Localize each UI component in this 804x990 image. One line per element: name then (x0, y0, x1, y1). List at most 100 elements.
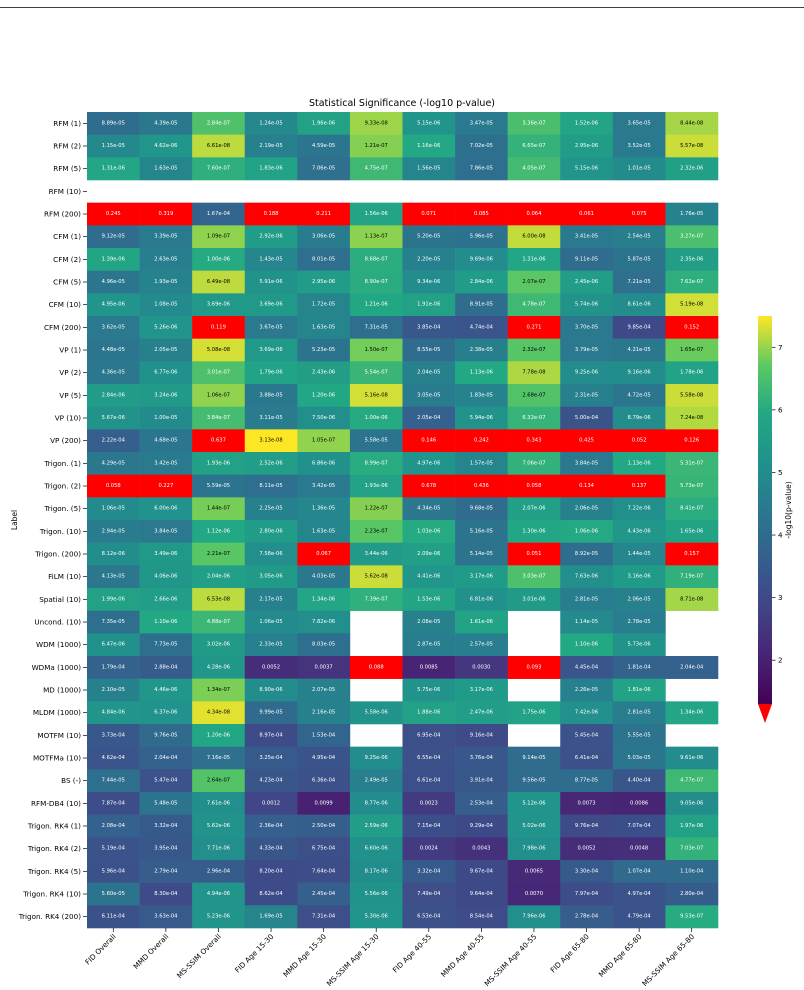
cell-value: 1.72e-05 (312, 302, 335, 308)
heatmap-cell (297, 202, 351, 226)
cell-value: 4.34e-05 (417, 506, 440, 512)
heatmap-cell (87, 202, 140, 226)
heatmap-cell (349, 406, 403, 430)
cell-value: 0.093 (527, 664, 542, 670)
cell-value: 2.94e-05 (102, 528, 125, 534)
heatmap-cell (87, 656, 140, 679)
cell-value: 6.00e-06 (154, 506, 177, 512)
heatmap-cell (297, 248, 351, 271)
heatmap-cell (297, 814, 351, 838)
heatmap-cell (612, 633, 666, 657)
heatmap-cell (455, 248, 508, 271)
cell-value: 4.97e-06 (417, 460, 440, 466)
heatmap-cell (612, 452, 666, 475)
heatmap-cell (665, 316, 719, 339)
cell-value: 1.67e-04 (207, 211, 231, 217)
colorbar-tick-label: 7 (778, 343, 783, 352)
heatmap-cell (665, 406, 719, 430)
cell-value: 7.58e-06 (259, 551, 282, 557)
cell-value: 0.146 (421, 438, 436, 444)
cell-value: 0.211 (316, 211, 331, 217)
cell-value: 1.83e-06 (259, 166, 282, 172)
heatmap-cell (192, 474, 246, 498)
heatmap-cell (192, 565, 246, 589)
heatmap-cell (139, 248, 193, 271)
heatmap-cell (192, 724, 246, 747)
cell-value: 0.157 (684, 551, 699, 557)
row-label: CFM (1) (53, 232, 81, 241)
cell-value: 9.12e-05 (102, 234, 125, 240)
cell-value: 2.68e-07 (522, 392, 545, 398)
cell-value: 0.119 (211, 324, 226, 330)
cell-value: 1.10e-06 (154, 619, 177, 625)
cell-value: 2.38e-05 (470, 347, 493, 353)
cell-value: 2.52e-06 (259, 460, 282, 466)
heatmap-cell (560, 837, 614, 861)
heatmap-cell (402, 860, 456, 883)
heatmap-cell (349, 746, 403, 770)
cell-value: 2.45e-04 (312, 891, 336, 897)
row-label: VP (10) (55, 414, 81, 423)
heatmap-cell (507, 270, 561, 294)
heatmap-cell (87, 316, 140, 339)
column-label: FID Age 40-55 (391, 932, 434, 975)
cell-value: 6.41e-04 (575, 755, 599, 761)
cell-value: 1.00e-06 (207, 256, 230, 262)
cell-value: 7.98e-06 (522, 846, 545, 852)
heatmap-cell (87, 520, 140, 543)
cell-value: 1.78e-06 (680, 370, 703, 376)
heatmap-cell (665, 656, 719, 679)
cell-value: 5.58e-05 (365, 438, 388, 444)
cell-value: 8.79e-06 (628, 415, 651, 421)
heatmap-cell (139, 769, 193, 793)
cell-value: 2.81e-05 (575, 596, 598, 602)
cell-value: 2.08e-04 (102, 823, 126, 829)
cell-value: 2.45e-06 (575, 279, 598, 285)
heatmap-cell (665, 429, 719, 453)
heatmap-cell (665, 905, 719, 929)
cell-value: 2.59e-06 (365, 823, 388, 829)
heatmap-cell (87, 814, 140, 838)
cell-value: 1.20e-06 (312, 392, 335, 398)
heatmap-cell (87, 474, 140, 498)
heatmap-cell (455, 293, 508, 317)
cell-value: 9.61e-06 (680, 755, 703, 761)
heatmap-cell (612, 134, 666, 158)
cell-value: 8.54e-04 (470, 914, 494, 920)
cell-value: 3.69e-06 (259, 302, 282, 308)
cell-value: 4.41e-06 (417, 574, 440, 580)
heatmap-cell (507, 406, 561, 430)
row-label: MOTFMa (10) (33, 754, 81, 763)
cell-value: 2.19e-05 (259, 143, 282, 149)
cell-value: 7.97e-04 (575, 891, 599, 897)
heatmap-cell (349, 882, 403, 906)
colorbar-tick-label: 4 (778, 531, 783, 540)
cell-value: 1.56e-06 (365, 211, 388, 217)
heatmap-cell (665, 746, 719, 770)
heatmap-cell (244, 746, 298, 770)
cell-value: 4.75e-07 (365, 166, 388, 172)
cell-value: 2.81e-05 (628, 710, 651, 716)
cell-value: 1.09e-07 (207, 234, 230, 240)
heatmap-cell (244, 112, 298, 135)
heatmap-cell (192, 225, 246, 249)
heatmap-cell (402, 112, 456, 135)
heatmap-cell (402, 248, 456, 271)
cell-value: 4.94e-06 (207, 891, 230, 897)
heatmap-cell (192, 520, 246, 543)
heatmap-cell (665, 452, 719, 475)
cell-value: 6.53e-04 (417, 914, 441, 920)
row-label: CFM (2) (53, 255, 81, 264)
cell-value: 6.75e-04 (312, 846, 336, 852)
cell-value: 2.06e-05 (628, 596, 651, 602)
cell-value: 1.69e-05 (259, 914, 282, 920)
cell-value: 2.88e-04 (154, 664, 178, 670)
heatmap-cell (402, 225, 456, 249)
row-label: BS (-) (61, 776, 81, 785)
cell-value: 2.57e-05 (470, 642, 493, 648)
heatmap-cell (192, 769, 246, 793)
cell-value: 0.071 (421, 211, 436, 217)
cell-value: 2.16e-05 (312, 710, 335, 716)
heatmap-cells: 8.89e-05 4.39e-05 2.84e-07 1.24e-05 1.96e-06… (87, 112, 719, 929)
